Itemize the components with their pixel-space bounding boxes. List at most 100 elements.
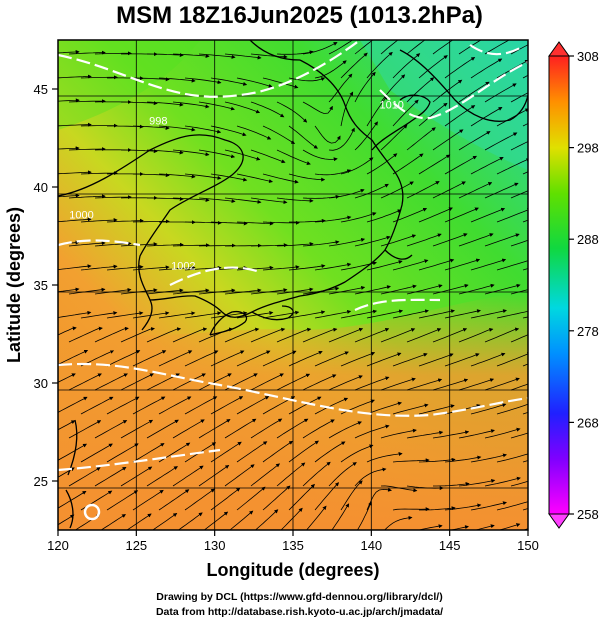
streamline bbox=[354, 376, 390, 391]
streamline bbox=[328, 73, 353, 103]
streamline bbox=[172, 419, 205, 439]
x-tick-label: 135 bbox=[282, 538, 304, 553]
streamline bbox=[458, 233, 494, 247]
streamline bbox=[276, 101, 308, 123]
streamline bbox=[198, 327, 234, 343]
streamline bbox=[254, 509, 279, 530]
streamline bbox=[120, 149, 158, 154]
streamline bbox=[366, 260, 403, 271]
streamline bbox=[354, 328, 390, 343]
credit-drawing: Drawing by DCL (https://www.gfd-dennou.o… bbox=[156, 591, 443, 603]
chart-title: MSM 18Z16Jun2025 (1013.2hPa) bbox=[116, 2, 483, 29]
streamline bbox=[262, 265, 300, 271]
streamline bbox=[432, 430, 470, 439]
streamline bbox=[210, 77, 248, 86]
streamline bbox=[80, 396, 114, 415]
contour-label: 1002 bbox=[171, 260, 195, 272]
streamline bbox=[198, 101, 235, 111]
streamline bbox=[172, 149, 210, 157]
streamline bbox=[210, 487, 241, 511]
streamline bbox=[432, 328, 468, 343]
streamline bbox=[392, 99, 419, 127]
streamline bbox=[210, 396, 244, 415]
streamline bbox=[158, 173, 196, 179]
streamline bbox=[68, 326, 103, 343]
streamline bbox=[198, 243, 236, 248]
streamline bbox=[236, 441, 268, 463]
streamline bbox=[354, 285, 391, 295]
y-axis-label: Latitude (degrees) bbox=[4, 207, 24, 363]
streamline bbox=[406, 284, 443, 295]
streamline bbox=[354, 424, 390, 439]
streamline bbox=[58, 98, 80, 103]
y-tick-label: 25 bbox=[34, 474, 48, 489]
streamline bbox=[132, 173, 170, 178]
streamline bbox=[444, 353, 480, 367]
streamline bbox=[484, 283, 521, 295]
streamline bbox=[262, 77, 299, 89]
streamline bbox=[484, 233, 520, 247]
streamline bbox=[302, 149, 338, 162]
streamline bbox=[80, 218, 118, 223]
streamline bbox=[314, 169, 352, 176]
streamline bbox=[106, 396, 140, 415]
streamline bbox=[406, 181, 440, 199]
streamline bbox=[470, 258, 507, 271]
wind-streamlines bbox=[58, 40, 528, 530]
x-tick-label: 150 bbox=[517, 538, 539, 553]
streamline bbox=[132, 443, 165, 463]
streamline bbox=[158, 125, 196, 132]
streamline bbox=[302, 461, 331, 487]
x-tick-label: 145 bbox=[439, 538, 461, 553]
streamline bbox=[366, 309, 404, 319]
streamline bbox=[146, 242, 184, 247]
streamline bbox=[340, 480, 363, 511]
contour-label: 998 bbox=[149, 115, 167, 127]
streamline bbox=[250, 288, 288, 295]
streamline bbox=[210, 125, 247, 137]
streamline bbox=[58, 443, 87, 461]
streamline bbox=[418, 154, 451, 175]
streamline bbox=[484, 377, 520, 391]
streamline bbox=[236, 350, 271, 367]
streamline bbox=[58, 310, 92, 318]
streamline bbox=[94, 420, 128, 439]
streamline bbox=[366, 95, 388, 127]
streamline bbox=[106, 311, 144, 319]
streamline bbox=[184, 125, 222, 134]
streamline bbox=[418, 404, 455, 415]
streamline bbox=[132, 396, 166, 415]
streamline bbox=[58, 490, 87, 509]
streamline bbox=[236, 173, 273, 184]
streamline bbox=[58, 349, 89, 365]
streamline bbox=[80, 264, 118, 271]
streamline bbox=[340, 157, 374, 175]
streamline bbox=[496, 108, 528, 127]
streamline bbox=[314, 351, 349, 367]
streamline bbox=[146, 327, 182, 343]
streamline bbox=[484, 132, 518, 151]
streamline bbox=[236, 396, 270, 415]
streamline bbox=[120, 288, 158, 295]
y-axis: 25 30 35 40 45 bbox=[34, 82, 58, 489]
streamline bbox=[172, 101, 210, 109]
streamline bbox=[432, 378, 469, 391]
streamline bbox=[198, 373, 232, 391]
streamline bbox=[418, 102, 448, 127]
streamline bbox=[470, 207, 506, 223]
streamline bbox=[229, 510, 254, 530]
streamline bbox=[458, 327, 494, 343]
streamline bbox=[262, 485, 291, 511]
y-tick-label: 40 bbox=[34, 180, 48, 195]
streamline bbox=[184, 311, 222, 319]
streamline bbox=[354, 467, 387, 487]
streamline bbox=[340, 212, 377, 223]
streamline bbox=[458, 283, 495, 295]
streamline bbox=[58, 217, 92, 223]
streamline bbox=[172, 243, 210, 248]
streamline bbox=[392, 507, 430, 512]
streamline bbox=[406, 378, 443, 391]
streamline bbox=[184, 488, 215, 511]
streamline bbox=[288, 264, 326, 271]
colorbar-tick-label: 298 bbox=[577, 141, 599, 156]
